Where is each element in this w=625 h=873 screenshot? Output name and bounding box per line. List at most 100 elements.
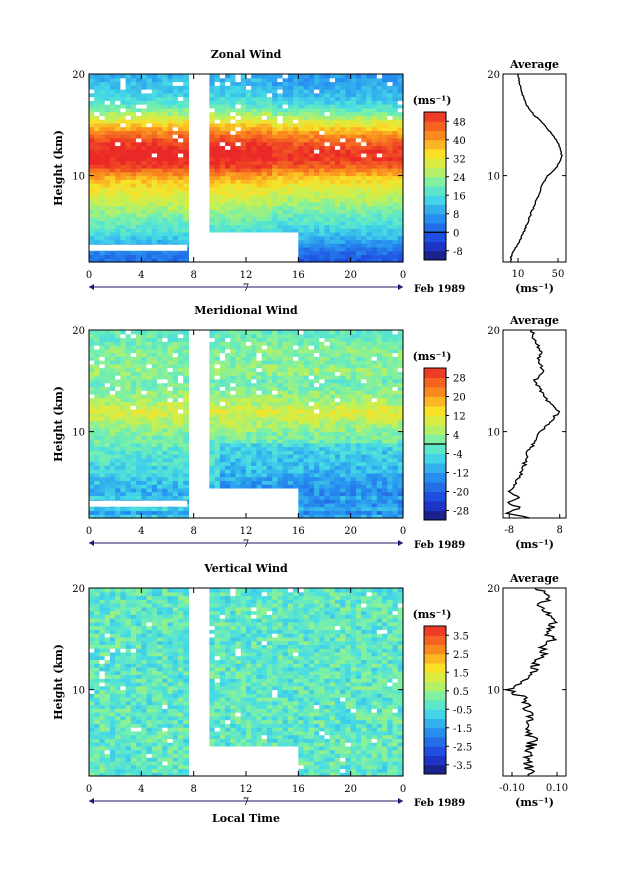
heatmap-cell [266,457,273,463]
heatmap-cell [219,122,226,128]
heatmap-cell [334,228,341,233]
heatmap-cell [214,390,221,395]
heatmap-cell [314,502,320,508]
heatmap-cell [136,224,142,229]
heatmap-cell [104,92,111,98]
heatmap-cell [272,228,278,233]
heatmap-cell [308,408,315,414]
heatmap-cell [99,333,106,339]
heatmap-cell [308,435,315,440]
heatmap-cell [214,89,221,94]
heatmap-cell [319,107,326,113]
heatmap-cell [141,250,148,256]
heatmap-cell [120,198,127,203]
heatmap-cell [340,435,347,440]
heatmap-cell [319,156,326,162]
heatmap-cell [282,352,289,357]
heatmap-cell [319,514,326,519]
heatmap-cell [324,514,331,519]
heatmap-cell [104,348,111,354]
heatmap-cell [94,111,101,116]
heatmap-cell [115,175,121,180]
heatmap-cell [277,224,284,229]
heatmap-cell [287,465,294,470]
heatmap-cell [172,213,179,218]
heatmap-cell [251,393,258,399]
heatmap-cell [219,201,226,207]
heatmap-cell [141,119,148,124]
heatmap-cell [157,126,163,131]
heatmap-cell [240,77,247,83]
heatmap-cell [99,156,106,162]
heatmap-cell [256,356,263,361]
heatmap-cell [272,330,278,335]
heatmap-cell [366,183,373,188]
heatmap-cell [235,216,242,222]
heatmap-cell [392,220,399,225]
heatmap-cell [183,89,190,94]
heatmap-cell [277,92,284,98]
heatmap-cell [209,401,216,406]
heatmap-cell [136,254,142,259]
heatmap-cell [314,461,320,466]
heatmap-cell [125,510,132,515]
heatmap-cell [225,190,231,195]
heatmap-cell [392,137,399,143]
heatmap-cell [225,446,231,451]
heatmap-cell [397,183,404,188]
heatmap-cell [345,201,352,207]
heatmap-cell [261,160,268,165]
heatmap-cell [246,168,252,173]
heatmap-cell [345,209,352,214]
heatmap-cell [89,401,95,406]
heatmap-cell [99,77,106,83]
heatmap-cell [125,442,132,448]
heatmap-cell [136,171,142,177]
heatmap-cell [350,363,357,369]
heatmap-cell [314,179,320,184]
heatmap-cell [277,85,284,90]
heatmap-cell [387,186,394,192]
heatmap-cell [303,454,310,459]
heatmap-cell [151,156,158,162]
heatmap-cell [397,201,404,207]
heatmap-cell [340,239,347,244]
heatmap-cell [329,371,336,376]
heatmap-cell [366,198,373,203]
heatmap-cell [277,149,284,154]
heatmap-cell [130,408,137,414]
heatmap-cell [214,435,221,440]
heatmap-cell [293,390,299,395]
heatmap-cell [89,74,95,79]
heatmap-cell [324,390,331,395]
heatmap-cell [303,228,310,233]
heatmap-cell [256,457,263,463]
heatmap-cell [272,175,278,180]
heatmap-cell [298,397,305,403]
heatmap-cell [376,141,383,147]
heatmap-cell [256,446,263,451]
heatmap-cell [314,360,320,365]
heatmap-cell [272,412,278,418]
heatmap-cell [115,126,121,131]
heatmap-cell [392,145,399,150]
heatmap-cell [209,81,216,86]
heatmap-cell [329,152,336,158]
heatmap-cell [319,484,326,489]
heatmap-cell [209,427,216,433]
heatmap-cell [104,100,111,105]
heatmap-cell [125,194,132,199]
heatmap-cell [272,100,278,105]
heatmap-cell [282,431,289,436]
heatmap-cell [167,231,174,237]
heatmap-cell [308,450,315,455]
heatmap-cell [308,333,315,339]
heatmap-cell [130,390,137,395]
heatmap-cell [151,92,158,98]
heatmap-cell [298,130,305,135]
heatmap-cell [162,164,169,169]
heatmap-cell [261,122,268,128]
heatmap-cell [261,213,268,218]
heatmap-cell [277,378,284,384]
heatmap-cell [345,258,352,263]
